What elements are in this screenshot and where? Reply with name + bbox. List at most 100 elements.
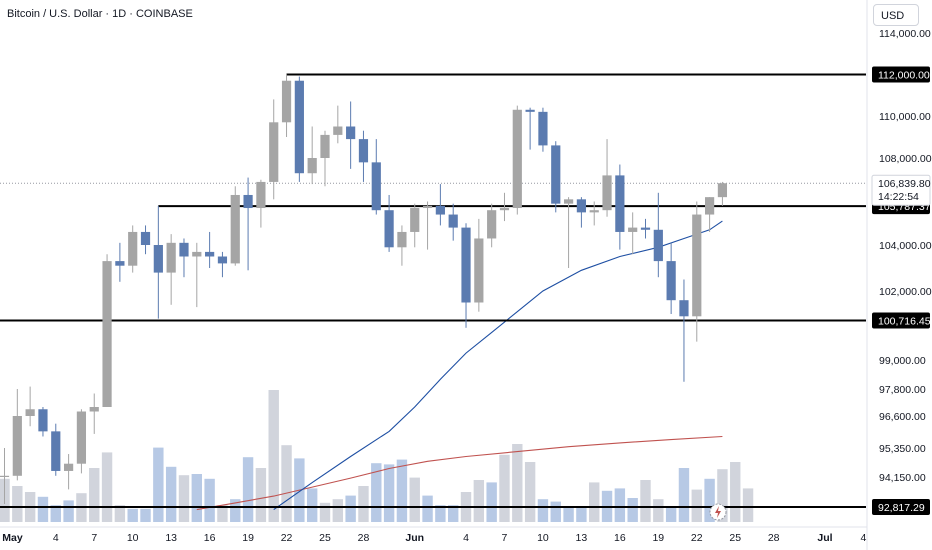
- candle-body[interactable]: [205, 251, 215, 257]
- candle-body[interactable]: [692, 214, 702, 317]
- candle-body[interactable]: [448, 214, 458, 228]
- candle-body[interactable]: [346, 126, 356, 140]
- ma-short-line: [273, 220, 723, 511]
- candle-body[interactable]: [38, 409, 48, 432]
- volume-bar: [383, 464, 395, 522]
- candle-body[interactable]: [320, 134, 330, 158]
- level-price-tag: [872, 312, 930, 329]
- candle-body[interactable]: [269, 122, 279, 182]
- candle-body[interactable]: [717, 183, 728, 198]
- candle-body[interactable]: [653, 229, 663, 262]
- volume-bar: [448, 505, 459, 522]
- volume-bar: [653, 499, 664, 522]
- volume-bar: [358, 486, 369, 522]
- volume-bar: [678, 468, 690, 522]
- volume-bar: [191, 474, 202, 522]
- last-price-label: 106,839.80: [878, 178, 931, 190]
- candle-body[interactable]: [256, 181, 266, 209]
- volume-bar: [230, 499, 241, 522]
- candle-body[interactable]: [397, 231, 407, 248]
- candle-body[interactable]: [371, 162, 381, 211]
- candle-body[interactable]: [64, 463, 74, 471]
- candle-body[interactable]: [358, 139, 369, 163]
- x-tick-label: 19: [242, 532, 254, 544]
- candle-body[interactable]: [333, 126, 343, 135]
- candle-body[interactable]: [640, 227, 651, 230]
- candle-body[interactable]: [615, 175, 625, 232]
- candle-body[interactable]: [281, 80, 292, 123]
- candle-body[interactable]: [89, 407, 99, 412]
- volume-bar: [255, 468, 267, 522]
- volume-bar: [37, 496, 49, 522]
- volume-bar: [589, 482, 600, 522]
- x-tick-label: 7: [502, 532, 508, 544]
- candle-body[interactable]: [51, 431, 61, 471]
- volume-bar: [306, 488, 318, 522]
- level-price-label: 92,817.29: [878, 502, 925, 514]
- candle-body[interactable]: [25, 409, 35, 416]
- candle-body[interactable]: [602, 175, 612, 211]
- last-price-tag: [871, 174, 931, 206]
- x-tick-label: 13: [165, 532, 177, 544]
- candle-body[interactable]: [487, 210, 497, 239]
- candle-body[interactable]: [499, 208, 510, 211]
- candle-body[interactable]: [666, 261, 676, 301]
- candle-body[interactable]: [140, 231, 151, 245]
- candle-body[interactable]: [217, 256, 228, 264]
- chart-title: Bitcoin / U.S. Dollar · 1D · COINBASE: [7, 8, 193, 20]
- y-tick-label: 95,350.00: [879, 443, 926, 455]
- x-tick-label: 10: [127, 532, 139, 544]
- candle-body[interactable]: [551, 145, 561, 204]
- candle-body[interactable]: [307, 158, 317, 174]
- candle-body[interactable]: [538, 111, 548, 146]
- x-tick-label: 4: [861, 532, 867, 544]
- x-tick-label: Jul: [817, 532, 832, 544]
- candle-body[interactable]: [576, 199, 586, 213]
- candle-body[interactable]: [243, 194, 253, 209]
- candle-body[interactable]: [76, 411, 87, 464]
- candle-body[interactable]: [0, 475, 10, 477]
- candle-body[interactable]: [384, 210, 394, 248]
- x-tick-label: 13: [576, 532, 588, 544]
- volume-bar: [12, 486, 23, 522]
- candle-body[interactable]: [461, 227, 471, 303]
- volume-bar: [217, 505, 228, 522]
- volume-bar: [50, 505, 61, 522]
- candle-body[interactable]: [628, 227, 638, 232]
- x-tick-label: Jun: [405, 532, 424, 544]
- currency-button[interactable]: USD: [873, 4, 919, 26]
- y-tick-label: 108,000.00: [879, 153, 932, 165]
- candle-body[interactable]: [192, 251, 202, 257]
- candle-body[interactable]: [474, 238, 484, 303]
- candle-body[interactable]: [563, 199, 574, 204]
- candle-body[interactable]: [166, 242, 176, 273]
- x-tick-label: 16: [204, 532, 216, 544]
- candle-body[interactable]: [410, 208, 420, 232]
- candle-body[interactable]: [422, 205, 433, 209]
- candle-body[interactable]: [705, 197, 715, 215]
- candle-body[interactable]: [128, 231, 138, 266]
- candle-body[interactable]: [102, 261, 112, 407]
- candle-body[interactable]: [294, 80, 304, 174]
- candle-body[interactable]: [512, 109, 522, 209]
- candle-body[interactable]: [679, 300, 689, 317]
- volume-bar: [178, 475, 190, 522]
- y-tick-label: 114,000.00: [879, 28, 931, 40]
- volume-bar: [717, 469, 728, 522]
- volume-bar: [345, 495, 356, 522]
- candle-body[interactable]: [12, 416, 22, 476]
- volume-bar: [730, 462, 741, 522]
- volume-bar: [127, 508, 138, 522]
- candle-body[interactable]: [435, 205, 445, 215]
- x-tick-label: 25: [729, 532, 741, 544]
- candle-body[interactable]: [525, 109, 535, 112]
- candle-body[interactable]: [230, 194, 240, 264]
- candle-body[interactable]: [153, 245, 163, 273]
- candle-body[interactable]: [589, 210, 599, 213]
- candle-body[interactable]: [115, 261, 125, 266]
- candle-body[interactable]: [179, 242, 189, 257]
- volume-bar: [512, 444, 523, 522]
- x-tick-label: 22: [691, 532, 703, 544]
- volume-bar: [101, 452, 113, 522]
